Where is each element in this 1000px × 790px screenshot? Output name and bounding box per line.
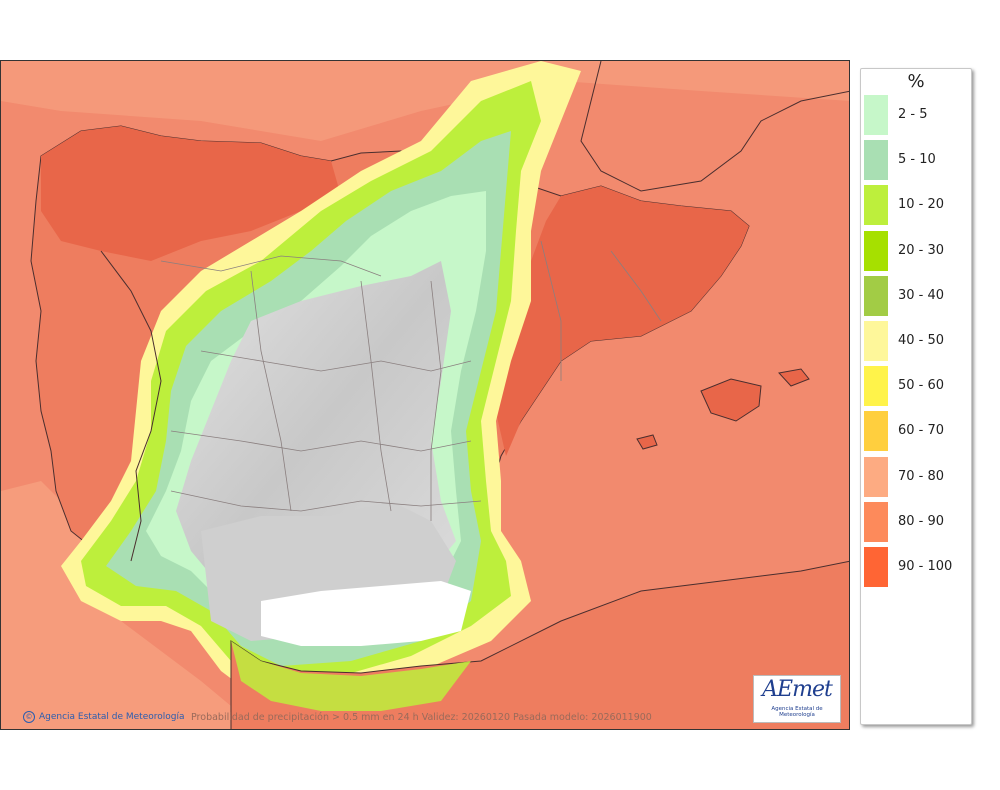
- legend-swatch: [864, 230, 888, 271]
- legend-swatch: [864, 366, 888, 407]
- map-caption: Probabilidad de precipitación > 0.5 mm e…: [191, 712, 652, 723]
- legend-item: 50 - 60: [864, 360, 969, 407]
- north-sea-band: [1, 61, 849, 141]
- legend-label: 10 - 20: [898, 197, 945, 213]
- legend-item: 5 - 10: [864, 134, 969, 181]
- credit-text: © Agencia Estatal de Meteorología: [23, 711, 185, 723]
- legend-swatch: [864, 501, 888, 542]
- legend-swatch: [864, 275, 888, 316]
- legend-swatch: [864, 456, 888, 497]
- legend-label: 60 - 70: [898, 423, 945, 439]
- legend-panel: % 2 - 5 5 - 10 10 - 20 20 - 30 30 - 40 40 - 5…: [860, 68, 972, 725]
- legend-label: 40 - 50: [898, 333, 945, 348]
- legend-unit: %: [907, 71, 925, 92]
- legend-swatch: [864, 140, 888, 181]
- legend-item: 70 - 80: [864, 451, 969, 497]
- sw-sea-band: [1, 481, 259, 729]
- balearic-menorca: [778, 368, 810, 387]
- legend-item: 90 - 100: [864, 541, 969, 587]
- legend-swatch: [864, 411, 888, 452]
- map-panel: © Agencia Estatal de Meteorología Probabi…: [0, 60, 850, 730]
- north-africa-green: [231, 641, 471, 711]
- balearic-mallorca: [700, 378, 762, 422]
- copyright-icon: ©: [23, 711, 35, 723]
- legend-label: 70 - 80: [898, 468, 945, 484]
- legend-label: 50 - 60: [898, 378, 945, 394]
- alboran-white-area: [261, 581, 471, 646]
- northeast-red-zone: [491, 186, 749, 456]
- aemet-logo: AEmet Agencia Estatal de Meteorología: [753, 675, 841, 723]
- legend-label: 20 - 30: [898, 242, 945, 258]
- logo-wordmark: AEmet: [762, 677, 833, 702]
- legend-swatch: [864, 185, 888, 226]
- legend-label: 2 - 5: [898, 107, 928, 122]
- legend-swatch: [864, 321, 888, 361]
- credit-label: Agencia Estatal de Meteorología: [39, 712, 185, 722]
- france-coast: [580, 61, 849, 192]
- legend-label: 90 - 100: [898, 559, 953, 574]
- legend-item: 20 - 30: [864, 225, 969, 271]
- probability-map: [1, 61, 849, 729]
- regional-borders: [160, 240, 662, 521]
- legend-item: 10 - 20: [864, 179, 969, 226]
- legend-item: 80 - 90: [864, 496, 969, 542]
- legend-label: 5 - 10: [898, 152, 936, 168]
- legend-swatch: [864, 547, 888, 587]
- north-red-zone: [41, 126, 341, 261]
- portugal-border: [100, 250, 162, 562]
- legend-item: 2 - 5: [864, 89, 969, 135]
- legend-label: 30 - 40: [898, 287, 945, 303]
- legend-swatch: [864, 95, 888, 135]
- legend-label: 80 - 90: [898, 513, 945, 529]
- balearic-ibiza: [636, 434, 658, 450]
- legend-item: 60 - 70: [864, 405, 969, 452]
- logo-subtext: Agencia Estatal de Meteorología: [771, 706, 823, 718]
- legend-item: 30 - 40: [864, 270, 969, 316]
- legend-item: 40 - 50: [864, 315, 969, 361]
